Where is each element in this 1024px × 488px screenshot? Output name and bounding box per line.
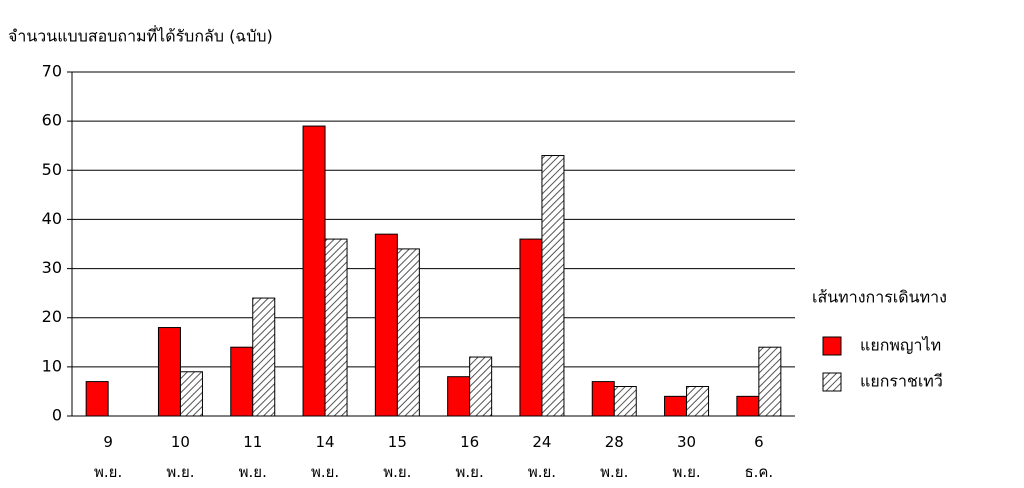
y-tick-label: 0 [52, 406, 62, 425]
bar [374, 233, 398, 417]
x-tick-line: 11 [243, 433, 262, 451]
bar [179, 371, 203, 417]
x-tick-label: 24 พ.ย. [528, 433, 556, 481]
x-tick-label: 6 ธ.ค. [744, 433, 773, 481]
x-tick-line: 9 [103, 433, 113, 451]
x-tick-label: 15 พ.ย. [383, 433, 411, 481]
bar [230, 346, 254, 417]
bar [519, 238, 543, 417]
bar [396, 248, 420, 417]
bar [758, 346, 782, 417]
x-tick-line: 6 [754, 433, 764, 451]
x-tick-line: พ.ย. [383, 463, 411, 481]
bar [664, 395, 688, 417]
y-tick-label: 20 [42, 307, 62, 326]
x-tick-label: 28 พ.ย. [600, 433, 628, 481]
x-tick-line: พ.ย. [166, 463, 194, 481]
y-tick-label: 60 [42, 111, 62, 130]
x-tick-line: 30 [677, 433, 696, 451]
x-tick-label: 10 พ.ย. [166, 433, 194, 481]
y-tick-label: 70 [42, 62, 62, 81]
x-tick-line: 28 [605, 433, 624, 451]
x-tick-line: พ.ย. [311, 463, 339, 481]
x-tick-line: พ.ย. [600, 463, 628, 481]
x-tick-line: 10 [171, 433, 190, 451]
x-tick-line: 24 [532, 433, 551, 451]
x-tick-line: 14 [316, 433, 335, 451]
legend-swatch [822, 336, 842, 356]
x-tick-label: 30 พ.ย. [672, 433, 700, 481]
bar [686, 386, 710, 417]
bar [85, 381, 109, 417]
x-tick-label: 16 พ.ย. [456, 433, 484, 481]
y-tick-label: 10 [42, 356, 62, 375]
chart-title: จำนวนแบบสอบถามที่ได้รับกลับ (ฉบับ) [8, 25, 273, 46]
bar [613, 386, 637, 417]
legend-label: แยกราชเทวี [860, 372, 943, 391]
x-tick-label: 9 พ.ย. [94, 433, 122, 481]
x-tick-line: 16 [460, 433, 479, 451]
x-tick-label: 14 พ.ย. [311, 433, 339, 481]
y-tick-label: 50 [42, 160, 62, 179]
x-tick-line: พ.ย. [456, 463, 484, 481]
x-tick-line: พ.ย. [528, 463, 556, 481]
bar [157, 327, 181, 417]
x-tick-label: 11 พ.ย. [239, 433, 267, 481]
bar [302, 125, 326, 417]
bar [541, 155, 565, 417]
bar [252, 297, 276, 417]
y-tick-label: 40 [42, 209, 62, 228]
bar [447, 376, 471, 417]
bar [324, 238, 348, 417]
x-tick-line: 15 [388, 433, 407, 451]
bar [591, 381, 615, 417]
legend-label: แยกพญาไท [860, 336, 941, 355]
y-tick-label: 30 [42, 258, 62, 277]
x-tick-line: พ.ย. [672, 463, 700, 481]
bar [736, 395, 760, 417]
legend-swatch [822, 372, 842, 392]
x-tick-line: พ.ย. [94, 463, 122, 481]
x-tick-line: พ.ย. [239, 463, 267, 481]
x-tick-line: ธ.ค. [744, 463, 773, 481]
legend-title: เส้นทางการเดินทาง [812, 288, 947, 307]
bar [469, 356, 493, 417]
